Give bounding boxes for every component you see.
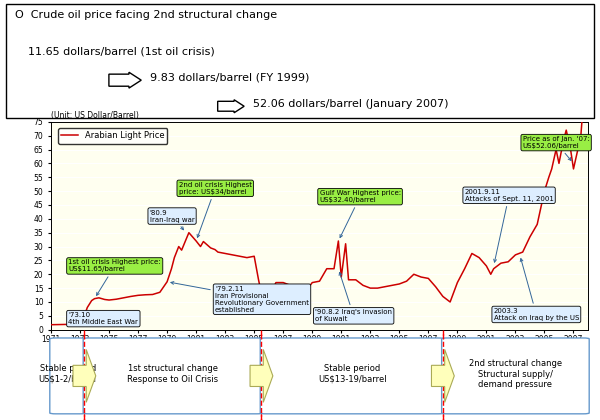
FancyBboxPatch shape (260, 338, 444, 414)
Text: Stable period
US$1-2/barrel: Stable period US$1-2/barrel (38, 365, 97, 384)
Text: '73.10
4th Middle East War: '73.10 4th Middle East War (68, 312, 138, 325)
Text: 2001.9.11
Attacks of Sept. 11, 2001: 2001.9.11 Attacks of Sept. 11, 2001 (464, 189, 554, 262)
Polygon shape (250, 349, 273, 402)
Text: Stable period
US$13-19/barrel: Stable period US$13-19/barrel (318, 365, 386, 384)
FancyBboxPatch shape (50, 338, 86, 414)
Polygon shape (73, 349, 96, 402)
Text: 2003.3
Attack on Iraq by the US: 2003.3 Attack on Iraq by the US (494, 259, 579, 321)
Text: O  Crude oil price facing 2nd structural change: O Crude oil price facing 2nd structural … (15, 10, 277, 20)
FancyBboxPatch shape (6, 4, 594, 118)
Text: '79.2.11
Iran Provisional
Revolutionary Government
established: '79.2.11 Iran Provisional Revolutionary … (171, 281, 309, 313)
FancyBboxPatch shape (83, 338, 263, 414)
Polygon shape (218, 100, 244, 113)
Text: 9.83 dollars/barrel (FY 1999): 9.83 dollars/barrel (FY 1999) (150, 73, 310, 83)
Text: '80.9
Iran-Iraq war: '80.9 Iran-Iraq war (149, 210, 194, 230)
Text: Gulf War Highest price:
US$32.40/barrel: Gulf War Highest price: US$32.40/barrel (320, 190, 401, 238)
Polygon shape (431, 349, 454, 402)
FancyBboxPatch shape (442, 338, 589, 414)
Text: 1st structural change
Response to Oil Crisis: 1st structural change Response to Oil Cr… (127, 365, 218, 384)
Text: 1st oil crisis Highest price:
US$11.65/barrel: 1st oil crisis Highest price: US$11.65/b… (68, 260, 161, 295)
Text: 2nd structural change
Structural supply/
demand pressure: 2nd structural change Structural supply/… (469, 359, 562, 389)
Text: (Unit: US Dollar/Barrel): (Unit: US Dollar/Barrel) (51, 111, 139, 120)
Text: '90.8.2 Iraq's invasion
of Kuwait: '90.8.2 Iraq's invasion of Kuwait (315, 273, 392, 322)
Text: 52.06 dollars/barrel (January 2007): 52.06 dollars/barrel (January 2007) (253, 99, 448, 109)
Text: 2nd oil crisis Highest
price: US$34/barrel: 2nd oil crisis Highest price: US$34/barr… (179, 182, 252, 237)
Text: Price as of Jan. '07:
US$52.06/barrel: Price as of Jan. '07: US$52.06/barrel (523, 136, 590, 160)
Polygon shape (109, 72, 141, 88)
Text: 11.65 dollars/barrel (1st oil crisis): 11.65 dollars/barrel (1st oil crisis) (21, 46, 214, 56)
Legend: Arabian Light Price: Arabian Light Price (58, 128, 167, 144)
